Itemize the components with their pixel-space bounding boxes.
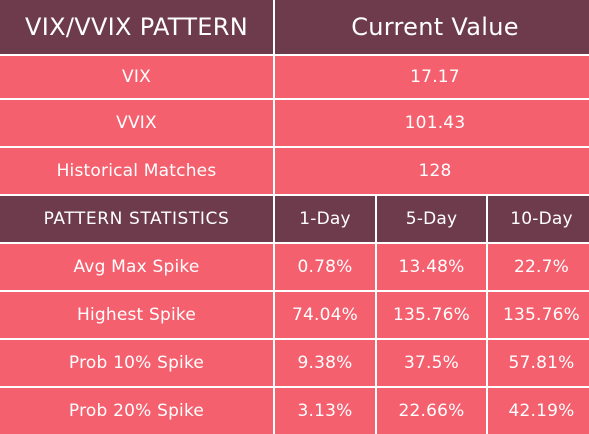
stats-label-avg-max-spike: Avg Max Spike <box>0 244 273 290</box>
stats-value-highest-spike-10day: 135.76% <box>488 292 589 338</box>
stats-value-highest-spike-1day: 74.04% <box>275 292 375 338</box>
row-label-vvix: VVIX <box>0 100 273 146</box>
stats-header-label: PATTERN STATISTICS <box>0 196 273 242</box>
row-value-vvix: 101.43 <box>275 100 589 146</box>
stats-value-prob-20-spike-1day: 3.13% <box>275 388 375 434</box>
row-label-vix: VIX <box>0 56 273 98</box>
stats-value-prob-10-spike-10day: 57.81% <box>488 340 589 386</box>
stats-value-avg-max-spike-10day: 22.7% <box>488 244 589 290</box>
table-header-current-value: Current Value <box>275 0 589 54</box>
stats-value-prob-20-spike-5day: 22.66% <box>377 388 486 434</box>
stats-value-prob-20-spike-10day: 42.19% <box>488 388 589 434</box>
stats-label-highest-spike: Highest Spike <box>0 292 273 338</box>
table-header-pattern: VIX/VVIX PATTERN <box>0 0 273 54</box>
stats-value-prob-10-spike-1day: 9.38% <box>275 340 375 386</box>
stats-header-1day: 1-Day <box>275 196 375 242</box>
stats-value-avg-max-spike-5day: 13.48% <box>377 244 486 290</box>
stats-value-prob-10-spike-5day: 37.5% <box>377 340 486 386</box>
stats-label-prob-10-spike: Prob 10% Spike <box>0 340 273 386</box>
stats-value-avg-max-spike-1day: 0.78% <box>275 244 375 290</box>
stats-value-highest-spike-5day: 135.76% <box>377 292 486 338</box>
row-value-historical-matches: 128 <box>275 148 589 194</box>
stats-label-prob-20-spike: Prob 20% Spike <box>0 388 273 434</box>
row-value-vix: 17.17 <box>275 56 589 98</box>
stats-header-10day: 10-Day <box>488 196 589 242</box>
stats-header-5day: 5-Day <box>377 196 486 242</box>
row-label-historical-matches: Historical Matches <box>0 148 273 194</box>
